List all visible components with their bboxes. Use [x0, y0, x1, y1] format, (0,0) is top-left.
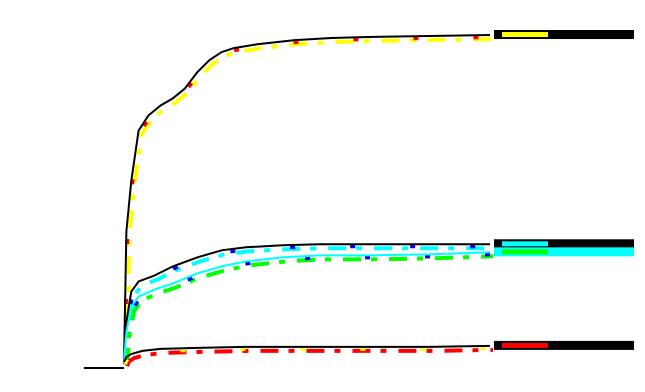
series-layer: [84, 34, 494, 369]
series-0-end-label-accent: [502, 32, 548, 38]
series-2-line: [123, 251, 491, 363]
series-1-end-label-accent: [502, 241, 548, 247]
series-0-accent-secondary: [123, 35, 492, 365]
series-3-line: [123, 344, 491, 363]
series-1-line: [123, 243, 490, 363]
series-0-line: [123, 34, 491, 363]
series-0-end-label-block: [494, 30, 634, 40]
series-3-end-label-accent: [502, 342, 548, 348]
end-labels: [494, 30, 634, 350]
series-2-end-label-block: [494, 247, 634, 257]
series-0-accent: [125, 37, 494, 367]
series-3-accent: [125, 347, 494, 367]
series-2-end-label-accent: [502, 249, 548, 255]
series-1-end-label-block: [494, 239, 634, 249]
series-3-end-label-block: [494, 340, 634, 350]
series-2-accent: [125, 254, 494, 367]
